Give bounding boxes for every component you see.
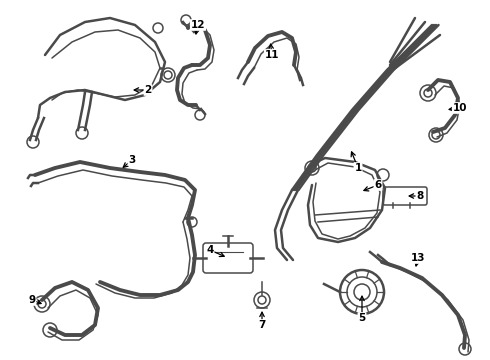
Text: 1: 1 [354,163,362,173]
Text: 7: 7 [258,320,266,330]
Text: 11: 11 [265,50,279,60]
Text: 10: 10 [453,103,467,113]
Text: 9: 9 [28,295,36,305]
Text: 6: 6 [374,180,382,190]
Text: 8: 8 [416,191,424,201]
Text: 5: 5 [358,313,366,323]
Text: 4: 4 [206,245,214,255]
Text: 12: 12 [191,20,205,30]
Text: 3: 3 [128,155,136,165]
Text: 2: 2 [145,85,151,95]
Text: 13: 13 [411,253,425,263]
